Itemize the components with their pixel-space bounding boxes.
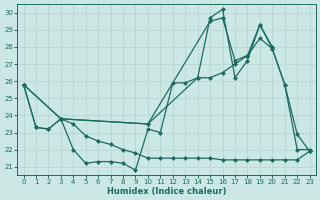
X-axis label: Humidex (Indice chaleur): Humidex (Indice chaleur) bbox=[107, 187, 226, 196]
